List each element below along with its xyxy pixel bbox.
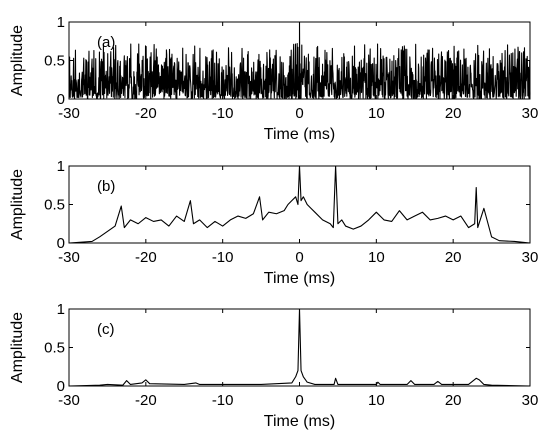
y-axis-label: Amplitude [9, 312, 26, 383]
x-tick-label: 0 [295, 392, 303, 409]
x-tick-label: 10 [368, 392, 385, 409]
y-axis-label: Amplitude [9, 169, 26, 240]
x-tick-label: -10 [212, 249, 234, 266]
x-tick-label: -20 [135, 249, 157, 266]
x-tick-label: 30 [522, 249, 539, 266]
x-tick-label: 20 [445, 392, 462, 409]
x-tick-label: 20 [445, 249, 462, 266]
x-tick-label: -30 [58, 249, 80, 266]
x-tick-label: 0 [295, 105, 303, 122]
x-tick-label: 30 [522, 392, 539, 409]
x-tick-label: 10 [368, 105, 385, 122]
x-tick-label: 0 [295, 249, 303, 266]
panel-label: (b) [97, 178, 115, 195]
x-tick-label: 30 [522, 105, 539, 122]
y-axis-label: Amplitude [9, 25, 26, 96]
panel-1: -30 -20 -10 0 10 20 30 0 0.5 1 Time (ms) Amplitude (… [9, 14, 538, 143]
x-tick-label: -20 [135, 392, 157, 409]
x-axis-label: Time (ms) [264, 126, 335, 143]
x-tick-label: 20 [445, 105, 462, 122]
y-tick-label: 1 [57, 14, 65, 31]
panel-2: -30 -20 -10 0 10 20 30 0 0.5 1 Time (ms) Amplitude (… [9, 158, 538, 287]
y-tick-label: 0 [57, 91, 65, 108]
panel-3: -30 -20 -10 0 10 20 30 0 0.5 1 Time (ms) Amplitude (… [9, 301, 538, 430]
series-line [68, 165, 531, 244]
y-tick-label: 1 [57, 301, 65, 318]
panel-label: (c) [97, 321, 115, 338]
x-axis-label: Time (ms) [264, 270, 335, 287]
x-tick-label: -20 [135, 105, 157, 122]
y-tick-label: 0 [57, 235, 65, 252]
x-tick-label: -30 [58, 105, 80, 122]
y-tick-label: 0.5 [44, 197, 65, 214]
panel-label: (a) [97, 34, 115, 51]
y-tick-label: 0.5 [44, 340, 65, 357]
series-line [68, 21, 531, 100]
x-axis-label: Time (ms) [264, 413, 335, 430]
series-line [68, 308, 531, 387]
x-tick-label: 10 [368, 249, 385, 266]
x-tick-label: -30 [58, 392, 80, 409]
x-tick-label: -10 [212, 105, 234, 122]
y-tick-label: 0 [57, 378, 65, 395]
y-tick-label: 1 [57, 158, 65, 175]
y-tick-label: 0.5 [44, 53, 65, 70]
x-tick-label: -10 [212, 392, 234, 409]
